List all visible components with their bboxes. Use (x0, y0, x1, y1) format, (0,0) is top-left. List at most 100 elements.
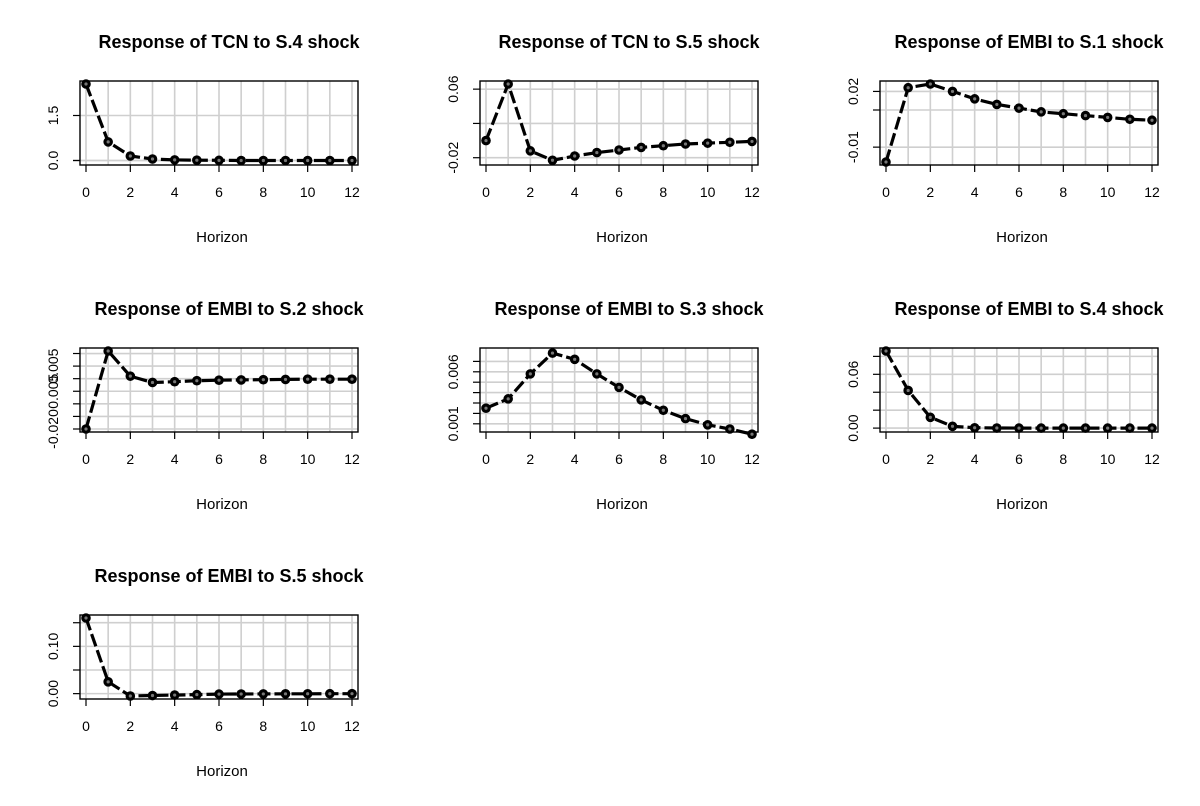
x-tick-label: 4 (571, 184, 579, 200)
x-tick-label: 6 (615, 451, 623, 467)
chart-title: Response of TCN to S.5 shock (498, 32, 760, 52)
data-point-center (683, 417, 688, 421)
data-point-center (128, 374, 132, 378)
chart-title: Response of TCN to S.4 shock (98, 32, 360, 52)
data-point-center (550, 351, 555, 355)
x-tick-label: 10 (300, 451, 316, 467)
data-point-center (884, 160, 888, 164)
x-tick-label: 4 (971, 184, 979, 200)
data-point-center (573, 154, 577, 158)
data-point-center (1128, 117, 1132, 121)
data-point-center (239, 692, 243, 696)
y-tick-label: -0.02 (445, 142, 461, 174)
chart-title: Response of EMBI to S.4 shock (894, 299, 1164, 319)
data-point-center (1150, 426, 1154, 430)
data-point-center (1061, 426, 1065, 430)
x-tick-label: 2 (926, 184, 934, 200)
data-point-center (639, 145, 643, 150)
data-point-center (195, 158, 199, 162)
data-point-center (217, 158, 221, 162)
data-point-center (1106, 115, 1110, 120)
chart-title: Response of EMBI to S.1 shock (894, 32, 1164, 52)
data-point-center (950, 89, 955, 94)
data-point-center (906, 388, 910, 393)
chart-svg: Response of EMBI to S.4 shock 0 2 4 6 8 10 12 Ho… (845, 299, 1165, 513)
x-tick-label: 6 (215, 718, 223, 734)
data-point-center (884, 349, 888, 353)
y-axis: 0.0 1.5 (45, 106, 80, 171)
x-tick-label: 12 (344, 184, 360, 200)
chart-panel-5: Response of EMBI to S.3 shock 0 2 4 6 8 10 12 Ho… (400, 267, 800, 534)
data-point-center (484, 406, 488, 410)
y-tick-label: -0.020 (45, 409, 61, 449)
y-tick-label: 0.005 (45, 348, 61, 383)
y-axis: 0.02 -0.01 (845, 78, 880, 163)
y-tick-label: 0.10 (45, 633, 61, 660)
x-tick-label: 0 (482, 451, 490, 467)
y-tick-label: 0.001 (445, 406, 461, 441)
x-tick-label: 4 (171, 451, 179, 467)
y-tick-label: 0.06 (445, 75, 461, 102)
chart-panel-4: Response of EMBI to S.2 shock 0 2 4 6 8 10 12 Ho… (0, 267, 400, 534)
y-axis: 0.10 0.00 (45, 622, 80, 707)
x-tick-label: 4 (571, 451, 579, 467)
data-point-center (484, 138, 488, 143)
x-axis: 0 2 4 6 8 10 12 (482, 432, 760, 467)
data-point-center (1061, 112, 1065, 116)
data-point-center (217, 692, 221, 696)
x-axis: 0 2 4 6 8 10 12 (482, 165, 760, 200)
grid (880, 348, 1158, 432)
x-tick-label: 2 (926, 451, 934, 467)
data-point-center (639, 398, 643, 402)
data-point-center (283, 377, 288, 382)
x-axis-label: Horizon (596, 496, 648, 513)
data-point-center (1039, 426, 1043, 430)
data-point-center (128, 154, 132, 158)
data-point-center (750, 432, 754, 436)
chart-panel-1: Response of TCN to S.4 shock 0 2 4 6 8 10 12 Hor… (0, 0, 400, 267)
chart-panel-6: Response of EMBI to S.4 shock 0 2 4 6 8 10 12 Ho… (800, 267, 1200, 534)
data-point-center (1150, 118, 1154, 122)
data-point-center (173, 380, 177, 384)
x-axis: 0 2 4 6 8 10 12 (882, 165, 1160, 200)
data-point-center (750, 139, 754, 144)
x-tick-label: 6 (1015, 451, 1023, 467)
chart-svg: Response of EMBI to S.5 shock 0 2 4 6 8 10 12 Ho… (45, 566, 365, 780)
data-point-center (84, 82, 88, 86)
x-tick-label: 2 (526, 184, 534, 200)
y-tick-label: 0.0 (45, 151, 61, 171)
data-point-center (106, 140, 110, 144)
x-tick-label: 2 (126, 718, 134, 734)
y-axis: 0.006 0.001 (445, 354, 480, 441)
x-tick-label: 6 (215, 184, 223, 200)
x-tick-label: 10 (300, 718, 316, 734)
data-point-center (261, 158, 265, 163)
data-point-center (195, 692, 199, 697)
y-tick-label: 0.00 (45, 680, 61, 707)
grid (480, 81, 758, 165)
x-tick-label: 10 (1100, 184, 1116, 200)
data-point-center (995, 426, 999, 430)
x-axis-label: Horizon (196, 763, 248, 780)
data-point-center (595, 372, 599, 376)
x-tick-label: 12 (344, 451, 360, 467)
x-tick-label: 0 (882, 184, 890, 200)
x-axis-label: Horizon (996, 229, 1048, 246)
x-tick-label: 0 (82, 184, 90, 200)
y-axis: 0.06 -0.02 (445, 75, 480, 174)
x-tick-label: 10 (1100, 451, 1116, 467)
data-point-center (1083, 426, 1088, 430)
x-axis-label: Horizon (196, 229, 248, 246)
x-axis: 0 2 4 6 8 10 12 (82, 165, 360, 200)
data-point-center (617, 385, 621, 389)
x-tick-label: 8 (259, 184, 267, 200)
data-point-center (150, 380, 155, 385)
data-point-center (350, 692, 354, 696)
x-tick-label: 8 (259, 451, 267, 467)
x-tick-label: 12 (744, 451, 760, 467)
x-tick-label: 6 (615, 184, 623, 200)
y-tick-label: 0.005 (45, 374, 61, 409)
data-point-center (239, 158, 243, 163)
data-point-center (328, 692, 332, 696)
